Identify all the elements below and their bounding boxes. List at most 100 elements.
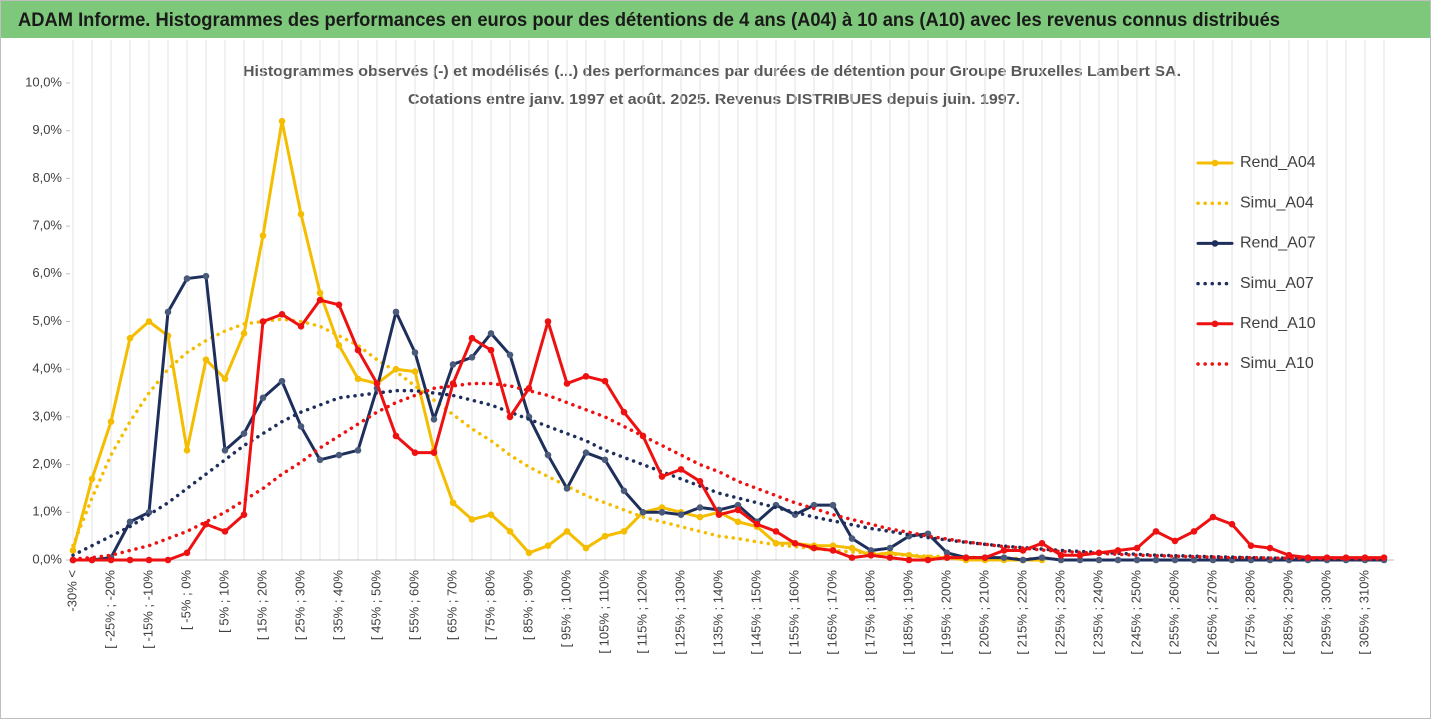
data-point [487,346,495,354]
data-point [601,377,609,385]
header-bar [1,1,1430,38]
data-point [126,518,134,526]
data-point [278,311,286,318]
x-tick-label: [ 165% ; 170% [824,570,839,655]
data-point [1019,556,1027,564]
data-point [1209,513,1217,521]
data-point [449,499,457,507]
x-tick-label: [ 15% ; 20% [254,570,269,641]
data-point [601,532,609,540]
data-point [981,554,989,561]
x-tick-label: [ 245% ; 250% [1128,570,1143,655]
data-point [905,556,913,564]
data-point [202,520,210,528]
data-point [1133,544,1141,552]
data-point [601,456,609,464]
data-point [468,334,476,342]
chart-subtitle: Histogrammes observés (-) et modélisés (… [243,63,1181,80]
data-point [316,456,324,464]
series-line [71,388,1386,561]
data-point [639,509,647,516]
x-tick-label: [ 265% ; 270% [1204,570,1219,655]
data-point [943,549,951,557]
data-point [88,475,96,483]
data-point [924,556,932,564]
data-point [1095,556,1103,564]
data-point [620,487,628,495]
data-point [164,308,172,316]
x-tick-label: [ 155% ; 160% [786,570,801,655]
legend-marker [1211,240,1219,247]
data-point [449,361,457,368]
x-tick-label: [ 175% ; 180% [862,570,877,655]
x-tick-label: [ 25% ; 30% [292,570,307,641]
legend-label: Simu_A04 [1240,194,1314,211]
x-tick-label: [ 65% ; 70% [444,570,459,641]
data-point [164,556,172,564]
data-point [1228,520,1236,528]
series-line [71,317,1044,561]
data-point [506,351,514,359]
data-point [696,477,704,485]
series-line [71,298,1386,562]
y-tick-label: 3,0% [32,408,62,423]
data-point [1171,556,1179,564]
data-point [183,549,191,557]
data-point [620,528,628,535]
data-point [658,504,666,511]
legend-label: Simu_A07 [1240,275,1314,292]
data-point [202,356,210,363]
data-point [677,466,685,473]
data-point [430,415,438,423]
x-tick-label: [ 125% ; 130% [672,570,687,655]
data-point [1000,554,1008,561]
data-point [734,518,742,526]
x-tick-label: [ 5% ; 10% [216,570,231,633]
data-point [259,394,267,402]
data-point [297,210,305,218]
data-point [240,430,248,437]
data-point [221,528,229,535]
data-point [373,380,381,387]
data-point [791,540,799,547]
data-point [335,342,343,349]
x-tick-label: [ 145% ; 150% [748,570,763,655]
data-point [221,446,229,454]
x-tick-label: [ 55% ; 60% [406,570,421,641]
data-point [1171,537,1179,545]
x-tick-label: [ 185% ; 190% [900,570,915,655]
legend-label: Rend_A07 [1240,235,1316,252]
data-point [753,520,761,528]
x-tick-label: [ 75% ; 80% [482,570,497,641]
data-point [544,318,552,325]
data-point [867,551,875,559]
data-point [1190,528,1198,535]
data-point [886,554,894,561]
data-point [525,549,533,557]
data-point [202,272,210,280]
data-point [1266,544,1274,552]
data-point [126,334,134,342]
data-point [411,349,419,356]
x-tick-label: [ 295% ; 300% [1318,570,1333,655]
legend-label: Simu_A10 [1240,355,1314,372]
y-tick-label: 6,0% [32,265,62,280]
data-point [69,547,77,554]
data-point [810,501,818,509]
data-point [829,542,837,549]
data-point [1285,551,1293,559]
data-point [829,547,837,554]
x-tick-label: [ 115% ; 120% [634,570,649,654]
data-point [183,275,191,282]
x-tick-label: [ 255% ; 260% [1166,570,1181,655]
data-point [354,446,362,454]
data-point [1057,551,1065,559]
data-point [658,509,666,516]
data-point [962,554,970,561]
data-point [411,368,419,375]
data-point [335,301,343,309]
data-point [240,511,248,518]
data-point [696,504,704,511]
data-point [278,377,286,385]
